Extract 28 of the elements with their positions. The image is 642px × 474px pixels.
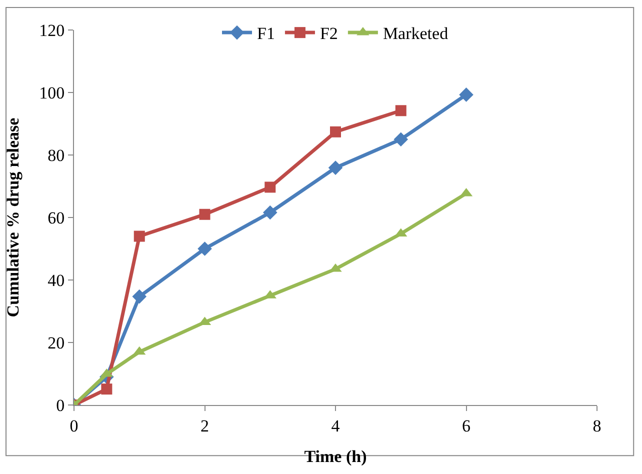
legend-label: Marketed (382, 24, 449, 44)
x-tick-label: 2 (200, 416, 209, 436)
point (264, 182, 276, 193)
y-tick-label: 100 (39, 83, 65, 102)
point (199, 208, 210, 220)
x-tick-label: 0 (70, 416, 78, 436)
y-tick-label: 120 (39, 20, 65, 40)
point (198, 242, 212, 256)
x-tick-label: 8 (592, 416, 602, 436)
point (330, 126, 341, 138)
y-tick-label: 20 (48, 333, 65, 352)
y-tick-label: 40 (48, 270, 65, 290)
legend-label: F2 (320, 24, 338, 44)
point (395, 105, 406, 116)
point (459, 88, 474, 102)
point (134, 230, 145, 242)
x-tick-label: 4 (331, 416, 340, 436)
y-axis-title: Cumulative % drug release (4, 117, 23, 318)
y-tick-label: 0 (56, 396, 65, 415)
x-tick-label: 6 (462, 416, 470, 436)
y-tick-label: 60 (48, 208, 65, 228)
point (262, 205, 278, 220)
point (132, 289, 147, 304)
y-tick-label: 80 (48, 146, 65, 165)
point (328, 160, 343, 175)
x-axis-title: Time (h) (304, 446, 367, 466)
legend-label: F1 (257, 24, 275, 44)
point (394, 132, 408, 147)
